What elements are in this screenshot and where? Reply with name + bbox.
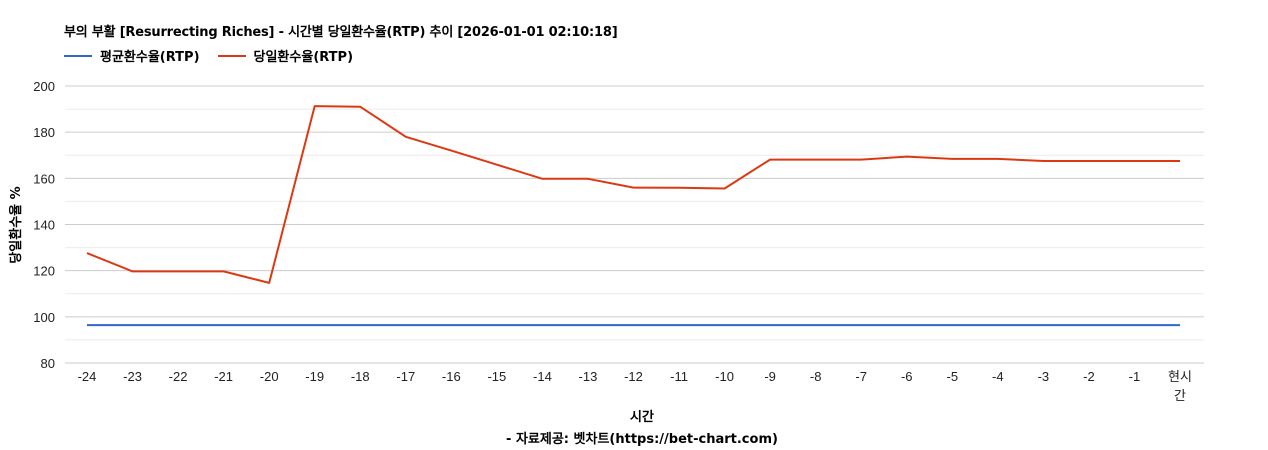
x-axis-ticks: -24 -23 -22 -21 -20 -19 -18 -17 -16 -15 -14 -13 -12 -… [78,369,1192,403]
x-tick-label: -15 [487,369,506,384]
y-axis-ticks: 80 100 120 140 160 180 200 [33,79,55,371]
x-tick-label: -10 [715,369,734,384]
gridlines [65,85,1204,364]
y-tick-label: 160 [33,171,55,186]
y-tick-label: 100 [33,310,55,325]
x-tick-label: -8 [810,369,822,384]
x-tick-label: -13 [579,369,598,384]
legend-item-average-rtp[interactable]: 평균환수율(RTP) [64,46,200,65]
x-tick-label: -22 [169,369,188,384]
x-tick-label: -5 [947,369,959,384]
legend: 평균환수율(RTP) 당일환수율(RTP) [64,46,371,65]
y-tick-label: 80 [41,356,55,371]
x-tick-label: -19 [305,369,324,384]
source-credit: - 자료제공: 벳차트(https://bet-chart.com) [506,432,778,447]
x-tick-label: -24 [78,369,97,384]
x-tick-label: -18 [351,369,370,384]
y-tick-label: 140 [33,218,55,233]
y-tick-label: 180 [33,125,55,140]
legend-swatch-average-line-icon [64,54,92,57]
legend-item-daily-rtp[interactable]: 당일환수율(RTP) [217,46,354,65]
x-tick-label: -20 [260,369,279,384]
y-tick-label: 200 [33,79,55,94]
x-tick-label: -4 [992,369,1004,384]
x-tick-label: 현시 간 [1168,369,1192,403]
x-tick-label: -21 [214,369,233,384]
daily-rtp-line[interactable] [86,105,1180,284]
x-tick-label: -23 [123,369,142,384]
x-axis-label: 시간 [630,410,654,425]
x-tick-label: -17 [396,369,415,384]
legend-label-daily-rtp: 당일환수율(RTP) [253,50,354,65]
x-tick-label: -1 [1129,369,1141,384]
x-tick-label: -14 [533,369,552,384]
x-tick-label: -9 [764,369,776,384]
y-axis-label: 당일환수율 % [8,186,24,263]
x-tick-label: -7 [855,369,867,384]
legend-label-average-rtp: 평균환수율(RTP) [100,50,200,65]
x-tick-label: -16 [442,369,461,384]
y-tick-label: 120 [33,264,55,279]
x-tick-label: -12 [624,369,643,384]
x-tick-label: -11 [670,369,688,384]
chart-title: 부의 부활 [Resurrecting Riches] - 시간별 당일환수율(… [64,25,618,40]
x-tick-label: -2 [1083,369,1095,384]
legend-swatch-daily-line-icon [217,54,246,57]
series-lines [86,105,1180,327]
x-tick-label: -3 [1038,369,1050,384]
x-tick-label: -6 [901,369,913,384]
